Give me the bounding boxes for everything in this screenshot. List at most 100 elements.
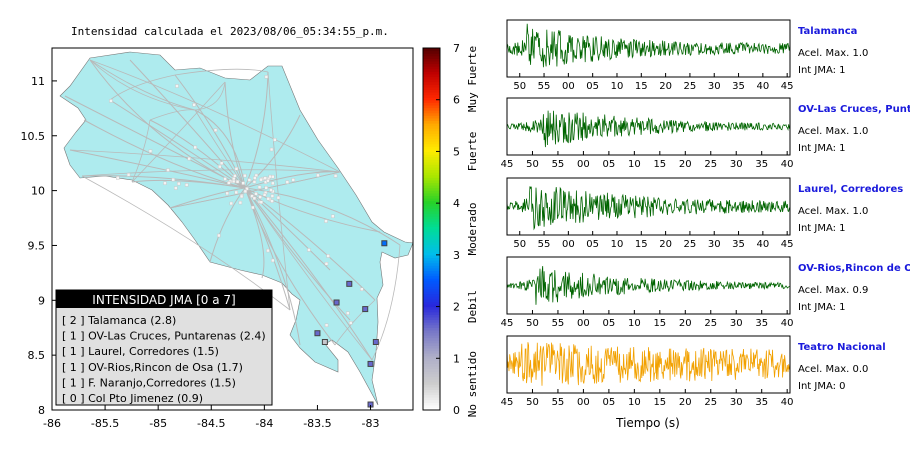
waveform-tick-label: 55 — [538, 81, 551, 92]
station-int: Int JMA: 1 — [798, 65, 846, 76]
station-int: Int JMA: 1 — [798, 143, 846, 154]
colorbar-segment — [423, 190, 440, 194]
map-y-tick-label: 8.5 — [28, 349, 46, 362]
waveform-tick-label: 45 — [781, 81, 794, 92]
waveform-tick-label: 40 — [781, 397, 794, 408]
waveform-tick-label: 00 — [577, 397, 590, 408]
waveform-trace — [506, 186, 791, 231]
waveform-tick-label: 00 — [562, 81, 575, 92]
map-x-tick-label: -84 — [255, 417, 273, 430]
colorbar-segment — [423, 327, 440, 331]
colorbar-category-label: Debil — [466, 290, 479, 323]
station-marker — [321, 338, 328, 345]
colorbar-segment — [423, 322, 440, 326]
city-marker — [252, 180, 257, 184]
colorbar-segment — [423, 154, 440, 158]
city-marker — [174, 186, 178, 190]
colorbar-segment — [423, 89, 440, 93]
road-line — [194, 109, 246, 189]
waveform-tick-label: 00 — [577, 318, 590, 329]
waveform-tick-label: 25 — [704, 159, 717, 170]
colorbar-segment — [423, 99, 440, 103]
colorbar-segment — [423, 195, 440, 199]
city-marker — [346, 311, 350, 315]
waveform-tick-label: 05 — [603, 397, 616, 408]
waveform-tick-label: 40 — [756, 81, 769, 92]
waveform-tick-label: 10 — [611, 81, 624, 92]
legend-entry: [ 1 ] F. Naranjo,Corredores (1.5) — [62, 376, 236, 389]
map-x-tick-label: -83 — [362, 417, 380, 430]
colorbar-segment — [423, 148, 440, 153]
waveform-tick-label: 30 — [730, 159, 743, 170]
waveform-trace — [507, 110, 791, 148]
legend-entry: [ 2 ] Talamanca (2.8) — [62, 314, 176, 327]
city-marker — [263, 176, 267, 180]
road-line — [169, 171, 341, 209]
waveform-trace — [506, 342, 791, 386]
waveform-tick-label: 35 — [755, 318, 768, 329]
station-int: Int JMA: 1 — [798, 302, 846, 313]
map-y-axis: 11 10.5 10 9.5 9 8.5 8 — [21, 75, 57, 417]
colorbar-tick-label: 2 — [453, 301, 460, 314]
colorbar-segment — [423, 335, 440, 339]
city-marker — [254, 192, 258, 196]
road-line — [244, 187, 301, 346]
waveform-tick-label: 15 — [653, 159, 666, 170]
waveform-tick-label: 30 — [730, 397, 743, 408]
colorbar-segment — [423, 135, 440, 140]
colorbar-tick-label: 7 — [453, 42, 460, 55]
road-line — [109, 74, 176, 101]
city-marker — [126, 173, 131, 177]
colorbar-segment — [423, 166, 440, 171]
colorbar-segment — [423, 399, 440, 403]
map-x-tick-label: -85.5 — [91, 417, 119, 430]
waveform-tick-label: 55 — [552, 397, 565, 408]
intensity-colorbar: 0 1 2 3 4 5 6 7 No sentido Debil Moderado Fuerte Mu… — [422, 42, 479, 417]
colorbar-segment — [423, 368, 440, 372]
colorbar-segment — [423, 58, 440, 62]
city-marker — [270, 199, 274, 203]
waveform-tick-label: 05 — [603, 318, 616, 329]
city-marker — [234, 167, 239, 171]
city-marker — [233, 174, 237, 178]
city-marker — [324, 323, 329, 327]
colorbar-segment — [423, 298, 440, 302]
city-marker — [326, 254, 330, 258]
colorbar-segment — [423, 156, 440, 160]
colorbar-segment — [423, 236, 440, 240]
waveform-tick-label: 05 — [586, 239, 599, 250]
city-marker — [238, 200, 243, 205]
road-line — [81, 169, 341, 177]
waveform-tick-label: 55 — [538, 239, 551, 250]
map-y-tick-label: 9.5 — [28, 239, 46, 252]
colorbar-segment — [423, 288, 440, 292]
city-marker — [235, 179, 240, 184]
colorbar-segment — [423, 91, 440, 96]
colorbar-segment — [423, 102, 440, 106]
city-marker — [187, 156, 191, 161]
city-marker — [217, 233, 221, 238]
colorbar-segment — [423, 270, 440, 274]
map-x-tick-label: -86 — [43, 417, 61, 430]
city-marker — [324, 261, 329, 266]
station-name: Talamanca — [798, 26, 857, 37]
colorbar-segment — [423, 366, 440, 370]
colorbar-segment — [423, 84, 440, 88]
colorbar-segment — [423, 182, 440, 186]
waveform-tick-label: 30 — [708, 81, 721, 92]
road-line — [224, 81, 246, 189]
city-marker — [243, 173, 247, 178]
city-marker — [331, 214, 335, 219]
colorbar-segment — [423, 234, 440, 238]
colorbar-segment — [423, 342, 440, 346]
waveform-tick-label: 50 — [513, 81, 526, 92]
colorbar-segment — [423, 104, 440, 109]
colorbar-segment — [423, 130, 440, 134]
city-marker — [266, 248, 270, 253]
city-marker — [109, 99, 113, 103]
colorbar-category-label: Moderado — [466, 203, 479, 256]
waveform-tick-label: 30 — [708, 239, 721, 250]
city-marker — [316, 173, 320, 178]
city-marker — [266, 196, 271, 201]
waveform-trace — [506, 266, 790, 305]
